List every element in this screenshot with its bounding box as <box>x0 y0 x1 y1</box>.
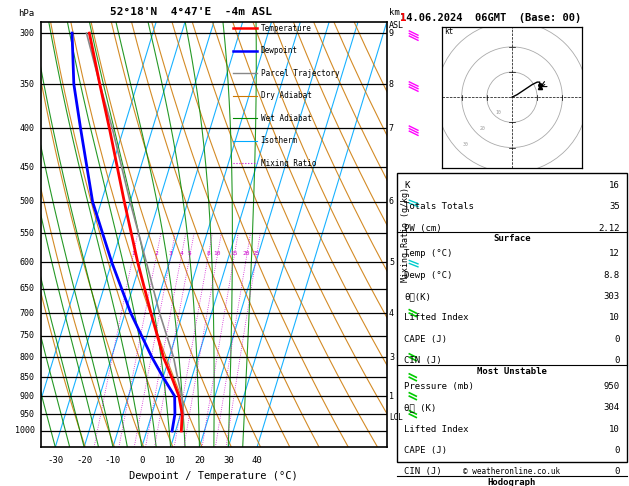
Text: 1: 1 <box>389 392 394 400</box>
Text: Temperature: Temperature <box>260 24 311 33</box>
Text: Isotherm: Isotherm <box>260 137 298 145</box>
Text: CAPE (J): CAPE (J) <box>404 335 447 344</box>
Text: 1: 1 <box>399 13 406 23</box>
Text: 2: 2 <box>154 251 158 256</box>
Text: Surface: Surface <box>493 234 531 243</box>
Text: θᴇ (K): θᴇ (K) <box>404 403 437 412</box>
Text: ASL: ASL <box>389 21 404 30</box>
Text: Lifted Index: Lifted Index <box>404 313 469 322</box>
Text: 25: 25 <box>253 251 260 256</box>
Text: 850: 850 <box>19 373 35 382</box>
Text: 950: 950 <box>603 382 620 391</box>
Text: -20: -20 <box>76 456 92 466</box>
Text: 304: 304 <box>603 403 620 412</box>
Text: 8: 8 <box>389 80 394 88</box>
Text: 30: 30 <box>463 142 469 147</box>
Text: 8: 8 <box>206 251 210 256</box>
Text: 10: 10 <box>213 251 221 256</box>
Text: 3: 3 <box>169 251 172 256</box>
Text: 300: 300 <box>19 29 35 37</box>
Text: LCL: LCL <box>389 413 403 422</box>
Text: Dry Adiabat: Dry Adiabat <box>260 91 311 101</box>
Text: 16: 16 <box>609 181 620 190</box>
Text: Most Unstable: Most Unstable <box>477 367 547 376</box>
Text: Pressure (mb): Pressure (mb) <box>404 382 474 391</box>
Text: 6: 6 <box>389 197 394 207</box>
Text: 10: 10 <box>496 109 501 115</box>
Text: 52°18'N  4°47'E  -4m ASL: 52°18'N 4°47'E -4m ASL <box>110 7 272 17</box>
Text: 8.8: 8.8 <box>603 271 620 279</box>
Text: 1000: 1000 <box>14 427 35 435</box>
Text: 800: 800 <box>19 353 35 362</box>
Text: Mixing Ratio (g/kg): Mixing Ratio (g/kg) <box>401 187 410 282</box>
Text: 20: 20 <box>194 456 205 466</box>
Text: Dewpoint: Dewpoint <box>260 46 298 55</box>
Text: 14.06.2024  06GMT  (Base: 00): 14.06.2024 06GMT (Base: 00) <box>399 13 581 23</box>
Text: Lifted Index: Lifted Index <box>404 425 469 434</box>
Text: © weatheronline.co.uk: © weatheronline.co.uk <box>464 467 560 476</box>
Text: 35: 35 <box>609 202 620 211</box>
Text: Dewpoint / Temperature (°C): Dewpoint / Temperature (°C) <box>130 470 298 481</box>
Text: hPa: hPa <box>18 9 35 18</box>
Text: 450: 450 <box>19 163 35 172</box>
Text: -10: -10 <box>105 456 121 466</box>
Text: 0: 0 <box>615 335 620 344</box>
Text: Mixing Ratio: Mixing Ratio <box>260 159 316 168</box>
Text: Temp (°C): Temp (°C) <box>404 249 453 258</box>
Text: 900: 900 <box>19 392 35 400</box>
Text: CIN (J): CIN (J) <box>404 356 442 365</box>
Text: Parcel Trajectory: Parcel Trajectory <box>260 69 339 78</box>
Text: kt: kt <box>444 27 454 36</box>
Text: 0: 0 <box>615 446 620 455</box>
Text: Dewp (°C): Dewp (°C) <box>404 271 453 279</box>
Text: 400: 400 <box>19 123 35 133</box>
Text: 20: 20 <box>479 126 485 131</box>
Text: 7: 7 <box>389 123 394 133</box>
Text: 950: 950 <box>19 410 35 418</box>
Text: Wet Adiabat: Wet Adiabat <box>260 114 311 123</box>
Text: PW (cm): PW (cm) <box>404 224 442 233</box>
Text: -30: -30 <box>47 456 64 466</box>
Text: 1: 1 <box>131 251 135 256</box>
Text: 650: 650 <box>19 284 35 293</box>
Bar <box>398 173 626 462</box>
Text: 2.12: 2.12 <box>598 224 620 233</box>
Text: 600: 600 <box>19 258 35 267</box>
Text: 15: 15 <box>230 251 238 256</box>
Text: 20: 20 <box>243 251 250 256</box>
Text: θᴇ(K): θᴇ(K) <box>404 292 431 301</box>
Text: 9: 9 <box>389 29 394 37</box>
Text: 30: 30 <box>223 456 233 466</box>
Text: CAPE (J): CAPE (J) <box>404 446 447 455</box>
Text: CIN (J): CIN (J) <box>404 468 442 476</box>
Text: 700: 700 <box>19 309 35 318</box>
Text: 12: 12 <box>609 249 620 258</box>
Text: 500: 500 <box>19 197 35 207</box>
Text: 303: 303 <box>603 292 620 301</box>
Text: 10: 10 <box>609 313 620 322</box>
Text: 4: 4 <box>389 309 394 318</box>
Text: 10: 10 <box>165 456 176 466</box>
Text: 4: 4 <box>179 251 183 256</box>
Text: Hodograph: Hodograph <box>488 478 536 486</box>
Text: 10: 10 <box>609 425 620 434</box>
Text: 0: 0 <box>615 356 620 365</box>
Text: km: km <box>389 8 399 17</box>
Text: 3: 3 <box>389 353 394 362</box>
Text: Totals Totals: Totals Totals <box>404 202 474 211</box>
Text: 0: 0 <box>615 468 620 476</box>
Text: 40: 40 <box>252 456 262 466</box>
Text: K: K <box>404 181 409 190</box>
Text: 350: 350 <box>19 80 35 88</box>
Text: 0: 0 <box>139 456 145 466</box>
Text: 750: 750 <box>19 331 35 340</box>
Text: 550: 550 <box>19 229 35 238</box>
Text: 5: 5 <box>188 251 192 256</box>
Text: 5: 5 <box>389 258 394 267</box>
